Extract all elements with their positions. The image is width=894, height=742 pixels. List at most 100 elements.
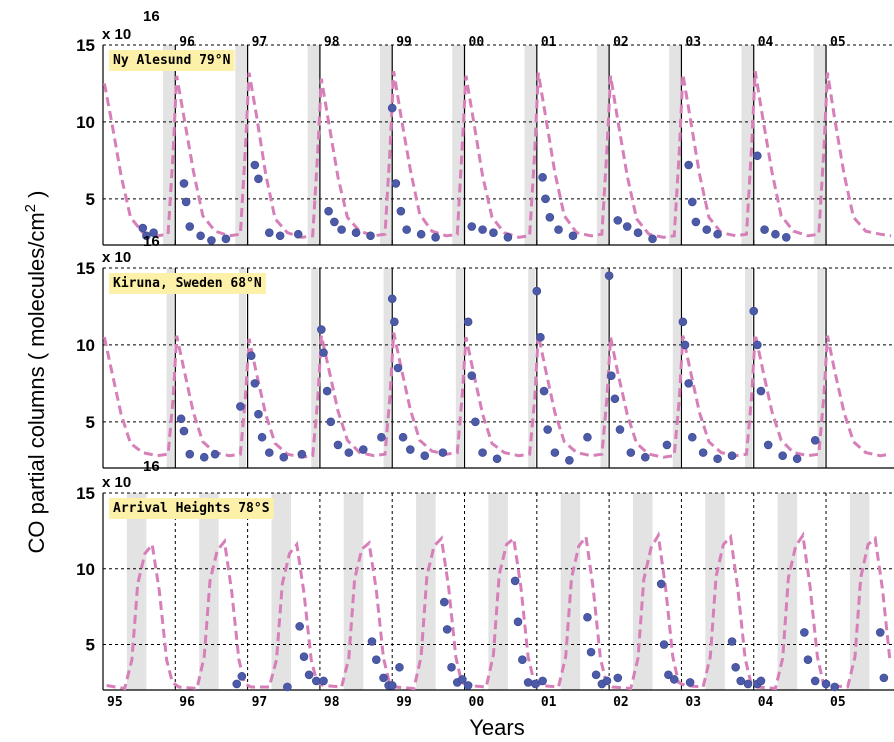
observation-point [176, 414, 186, 424]
observation-point [792, 454, 802, 464]
observation-point [366, 231, 375, 241]
observation-point [199, 452, 209, 462]
panel: 5 10 15 95 96 97 98 99 00 01 02 03 04 05 x 10 16 Arrival… [76, 458, 894, 710]
shaded-span [238, 268, 247, 468]
observation-point [591, 670, 601, 680]
observation-point [181, 197, 191, 207]
shaded-span [379, 45, 393, 245]
x-tick-label: 97 [252, 35, 268, 50]
observation-point [390, 317, 399, 327]
observation-point [685, 678, 695, 687]
y-tick-label: 5 [86, 190, 95, 209]
observation-point [246, 351, 256, 360]
exponent-base: x 10 [102, 474, 131, 491]
observation-point [311, 676, 321, 686]
x-tick-label: 02 [613, 35, 629, 50]
observation-point [377, 432, 386, 442]
y-tick-label: 10 [76, 336, 95, 355]
observation-point [319, 676, 328, 686]
shaded-span [600, 268, 608, 468]
shaded-span [488, 493, 508, 690]
exponent: 16 [143, 8, 160, 25]
x-tick-label: 00 [469, 695, 485, 710]
observation-point [615, 425, 625, 434]
y-tick-label: 15 [76, 36, 95, 55]
observation-point [431, 233, 440, 242]
observation-point [149, 228, 158, 237]
observation-point [656, 579, 666, 589]
x-axis-label: Years [469, 715, 524, 740]
observation-point [138, 223, 148, 233]
observation-point [372, 655, 381, 664]
observation-point [447, 662, 456, 672]
panel: 5 10 15 x 10 16 Kiruna, Sweden 68°N [76, 233, 894, 469]
shaded-span [745, 268, 753, 468]
observation-point [698, 448, 708, 457]
y-tick-label: 15 [76, 259, 95, 278]
observation-point [518, 655, 527, 664]
observation-point [264, 448, 274, 457]
shaded-span [524, 45, 537, 245]
observation-point [539, 386, 549, 396]
x-tick-label: 98 [324, 695, 340, 710]
observation-point [185, 449, 195, 459]
shaded-span [817, 268, 825, 468]
observation-point [803, 655, 813, 664]
observation-point [438, 448, 448, 457]
observation-point [568, 231, 578, 241]
panel-title-box [109, 273, 266, 294]
observation-point [391, 179, 401, 188]
observation-point [583, 432, 592, 442]
x-tick-label: 97 [252, 695, 268, 710]
observation-point [467, 222, 477, 231]
shaded-span [307, 45, 320, 245]
x-tick-label: 02 [613, 695, 629, 710]
x-tick-label: 98 [324, 35, 340, 50]
x-tick-label: 96 [179, 35, 195, 50]
shaded-span [596, 45, 610, 245]
observation-point [753, 340, 762, 350]
observation-point [545, 213, 555, 222]
shaded-span [672, 268, 680, 468]
observation-point [543, 425, 552, 434]
x-tick-label: 95 [107, 695, 123, 710]
y-tick-label: 10 [76, 113, 95, 132]
observation-point [875, 628, 885, 637]
observation-point [678, 317, 688, 327]
observation-point [713, 229, 722, 239]
observation-point [254, 174, 263, 184]
observation-point [531, 679, 540, 689]
shaded-span [528, 268, 536, 468]
x-tick-label: 04 [758, 695, 774, 710]
shaded-span [669, 45, 682, 245]
observation-point [550, 448, 560, 457]
x-tick-label: 96 [179, 695, 195, 710]
observation-point [232, 679, 242, 689]
observation-point [387, 103, 397, 113]
observation-point [283, 682, 292, 692]
observation-point [237, 672, 247, 681]
observation-point [702, 225, 712, 234]
observation-point [420, 451, 430, 460]
panel: 5 10 15 96 97 98 99 00 01 02 03 04 05 x 10 16 Ny Alesun… [76, 8, 894, 246]
observation-point [322, 386, 332, 396]
observation-point [297, 449, 307, 459]
observation-point [185, 222, 195, 231]
shaded-span [343, 493, 364, 690]
observation-point [810, 436, 820, 445]
observation-point [684, 160, 693, 170]
observation-point [395, 662, 404, 672]
observation-point [662, 440, 672, 450]
exponent: 16 [143, 458, 160, 475]
y-tick-label: 15 [76, 484, 95, 503]
shaded-span [849, 493, 870, 690]
panel-title: Ny Alesund 79°N [113, 53, 231, 68]
observation-point [344, 448, 354, 457]
observation-point [640, 452, 650, 462]
panel-title-box [109, 50, 235, 71]
observation-point [467, 371, 477, 380]
observation-point [749, 306, 759, 316]
observation-point [257, 432, 267, 442]
observation-point [669, 675, 679, 684]
